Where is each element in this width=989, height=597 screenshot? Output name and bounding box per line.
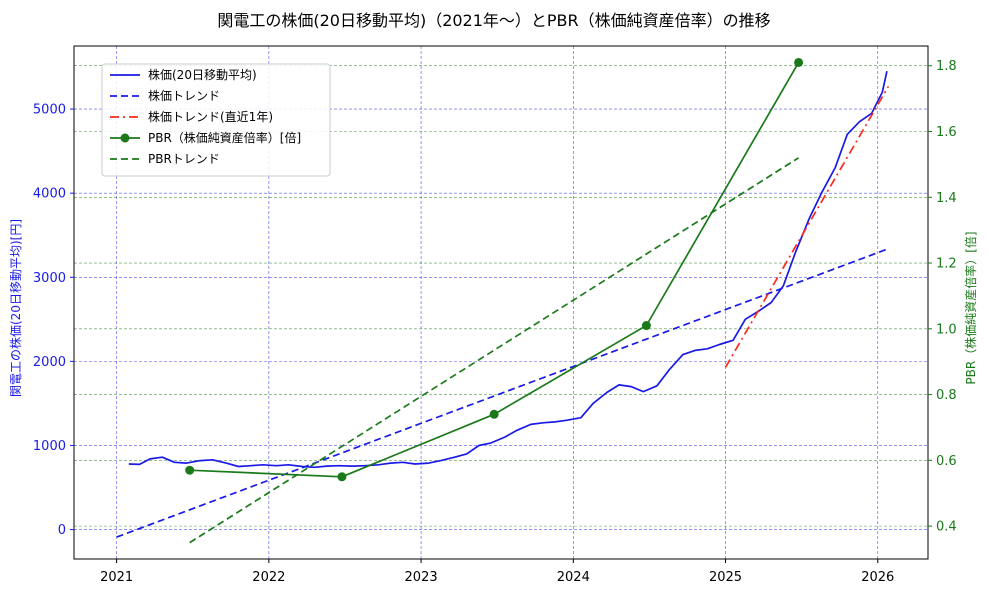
x-tick-label: 2025 xyxy=(709,570,742,585)
legend-label: 株価トレンド xyxy=(148,88,220,103)
y-left-tick-label: 5000 xyxy=(33,103,66,118)
x-tick-label: 2023 xyxy=(405,570,438,585)
y-right-tick-label: 1.8 xyxy=(936,59,957,74)
x-tick-label: 2026 xyxy=(861,570,894,585)
legend-box xyxy=(101,63,331,177)
y-left-tick-label: 2000 xyxy=(33,355,66,370)
y-right-tick-label: 1.0 xyxy=(936,322,957,337)
y-left-tick-label: 1000 xyxy=(33,439,66,454)
pbr-point xyxy=(489,409,499,419)
y-right-tick-label: 0.4 xyxy=(936,520,957,535)
y-right-tick-label: 0.6 xyxy=(936,454,957,469)
pbr-point xyxy=(185,465,195,475)
legend-label: 株価(20日移動平均) xyxy=(148,67,257,82)
y-axis-right-label: PBR（株価純資産倍率）[倍] xyxy=(963,231,978,384)
x-tick-label: 2024 xyxy=(557,570,590,585)
x-tick-label: 2021 xyxy=(100,570,133,585)
y-right-tick-label: 1.2 xyxy=(936,257,957,272)
axes: 2021 2022 2023 2024 2025 2026 0 1000 2000 3000 400… xyxy=(33,45,957,585)
x-tick-label: 2022 xyxy=(252,570,285,585)
y-left-tick-label: 4000 xyxy=(33,187,66,202)
pbr-trend-line xyxy=(189,157,800,544)
y-right-tick-label: 0.8 xyxy=(936,388,957,403)
pbr-point xyxy=(641,321,651,331)
y-right-tick-label: 1.4 xyxy=(936,191,957,206)
series-layer xyxy=(116,57,890,544)
price-trend-line xyxy=(116,247,889,538)
y-axis-left-label: 関電工の株価(20日移動平均)[円] xyxy=(8,219,23,397)
recent-trend-line xyxy=(724,85,890,368)
plot-frame xyxy=(73,45,929,560)
y-right-tick-label: 1.6 xyxy=(936,125,957,140)
legend-label: 株価トレンド(直近1年) xyxy=(148,109,273,124)
legend-label: PBR（株価純資産倍率）[倍] xyxy=(148,130,301,145)
legend-label: PBRトレンド xyxy=(148,152,220,166)
legend-marker xyxy=(120,133,130,143)
price-line xyxy=(128,71,888,469)
pbr-point xyxy=(337,472,347,482)
chart-title: 関電工の株価(20日移動平均)（2021年〜）とPBR（株価純資産倍率）の推移 xyxy=(217,11,770,30)
pbr-point xyxy=(794,57,804,67)
y-left-tick-label: 3000 xyxy=(33,271,66,286)
y-left-tick-label: 0 xyxy=(58,523,66,538)
